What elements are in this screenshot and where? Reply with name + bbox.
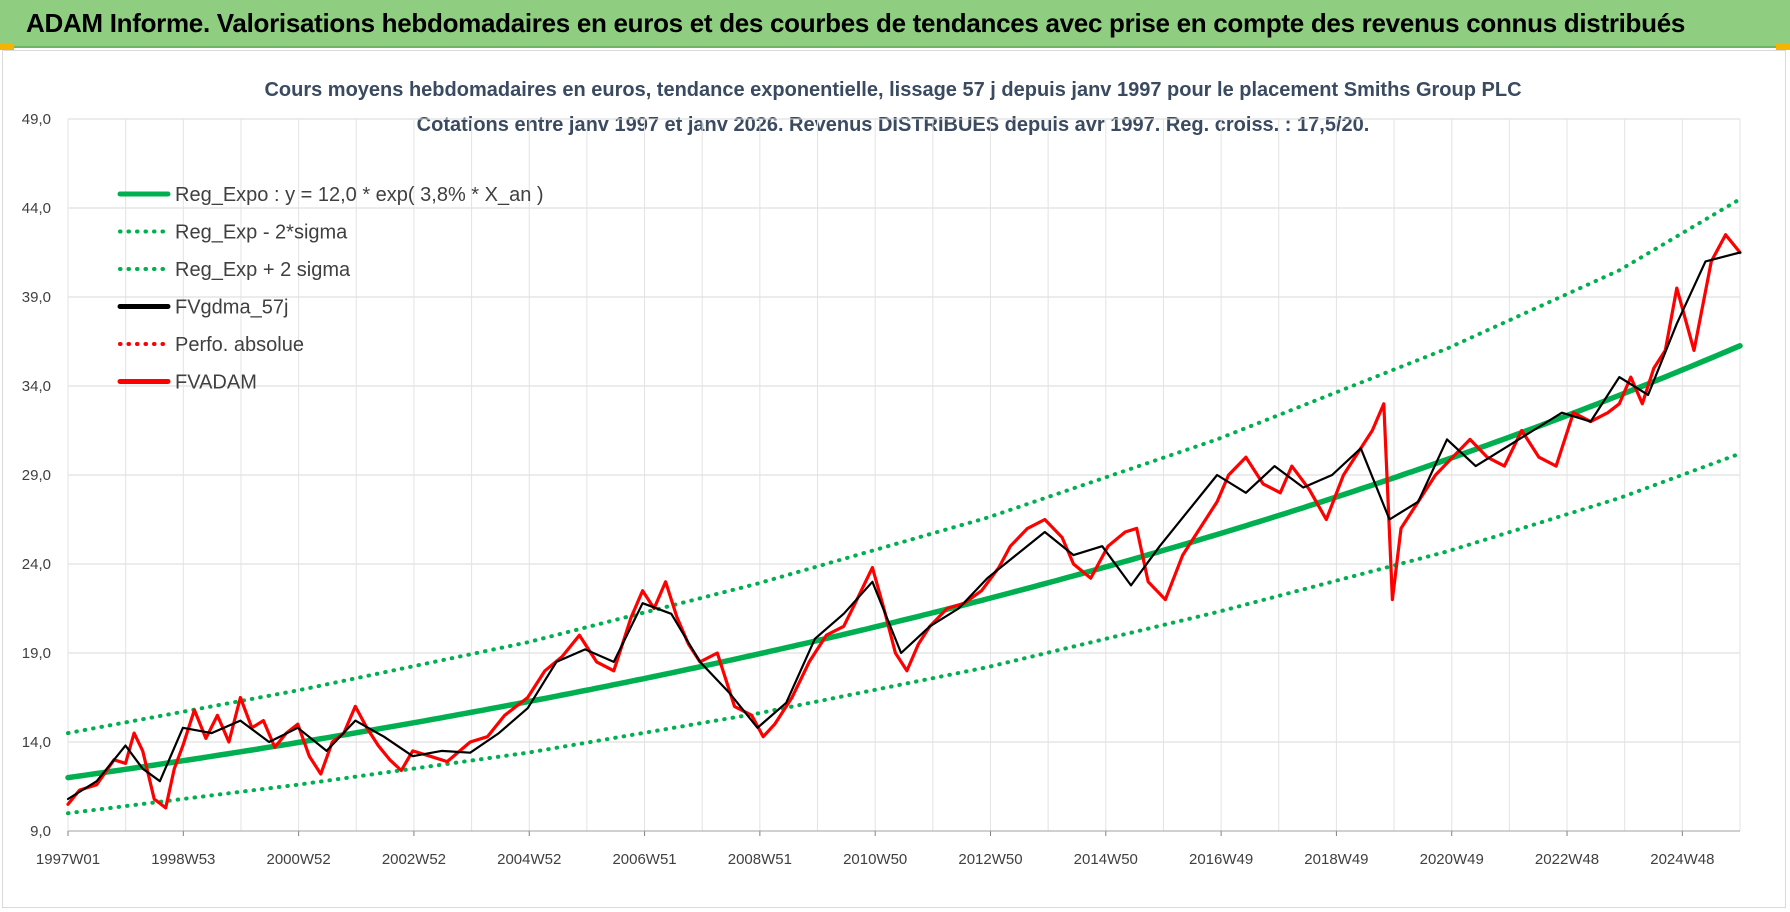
legend-label-0: Reg_Expo : y = 12,0 * exp( 3,8% * X_an ) bbox=[175, 184, 544, 206]
x-tick-label: 2004W52 bbox=[497, 851, 561, 868]
x-tick-label: 2020W49 bbox=[1420, 851, 1484, 868]
axes: 9,0 14,0 19,0 24,0 29,0 34,0 39,0 44,0 49,0 1997W… bbox=[22, 111, 1740, 868]
x-tick-label: 2010W50 bbox=[843, 851, 907, 868]
series-line-0 bbox=[65, 343, 1743, 781]
legend-label-5: FVADAM bbox=[175, 372, 257, 394]
x-tick-label: 2008W51 bbox=[728, 851, 792, 868]
y-tick-label: 34,0 bbox=[22, 378, 51, 395]
legend-label-4: Perfo. absolue bbox=[175, 334, 304, 356]
x-tick-label: 1998W53 bbox=[151, 851, 215, 868]
series-line-2 bbox=[66, 197, 1742, 736]
chart-frame bbox=[2, 50, 1786, 908]
corner-mark-left bbox=[0, 44, 14, 50]
chart-subtitle: Cotations entre janv 1997 et janv 2026. … bbox=[417, 114, 1370, 136]
legend-label-3: FVgdma_57j bbox=[175, 297, 288, 319]
legend-label-2: Reg_Exp + 2 sigma bbox=[175, 259, 351, 281]
chart-title: Cours moyens hebdomadaires en euros, ten… bbox=[264, 79, 1521, 101]
legend-label-1: Reg_Exp - 2*sigma bbox=[175, 222, 348, 244]
y-tick-label: 49,0 bbox=[22, 111, 51, 128]
series-line-1 bbox=[66, 451, 1742, 816]
x-tick-label: 1997W01 bbox=[36, 851, 100, 868]
grid bbox=[67, 118, 1741, 832]
series-group bbox=[65, 197, 1743, 816]
series-line-5 bbox=[66, 233, 1742, 810]
x-tick-label: 2022W48 bbox=[1535, 851, 1599, 868]
y-tick-label: 14,0 bbox=[22, 734, 51, 751]
x-tick-label: 2024W48 bbox=[1650, 851, 1714, 868]
y-tick-label: 39,0 bbox=[22, 289, 51, 306]
x-tick-label: 2000W52 bbox=[267, 851, 331, 868]
y-tick-label: 9,0 bbox=[30, 823, 51, 840]
x-tick-label: 2014W50 bbox=[1074, 851, 1138, 868]
x-tick-label: 2006W51 bbox=[612, 851, 676, 868]
x-tick-label: 2018W49 bbox=[1304, 851, 1368, 868]
banner: ADAM Informe. Valorisations hebdomadaire… bbox=[0, 0, 1790, 48]
corner-mark-right bbox=[1776, 44, 1790, 50]
x-tick-label: 2002W52 bbox=[382, 851, 446, 868]
legend: Reg_Expo : y = 12,0 * exp( 3,8% * X_an )… bbox=[117, 184, 544, 394]
x-tick-label: 2016W49 bbox=[1189, 851, 1253, 868]
y-tick-label: 19,0 bbox=[22, 645, 51, 662]
y-tick-label: 24,0 bbox=[22, 556, 51, 573]
y-tick-label: 29,0 bbox=[22, 467, 51, 484]
x-tick-label: 2012W50 bbox=[958, 851, 1022, 868]
y-tick-label: 44,0 bbox=[22, 200, 51, 217]
series-line-3 bbox=[66, 251, 1742, 801]
banner-title: ADAM Informe. Valorisations hebdomadaire… bbox=[26, 8, 1686, 38]
